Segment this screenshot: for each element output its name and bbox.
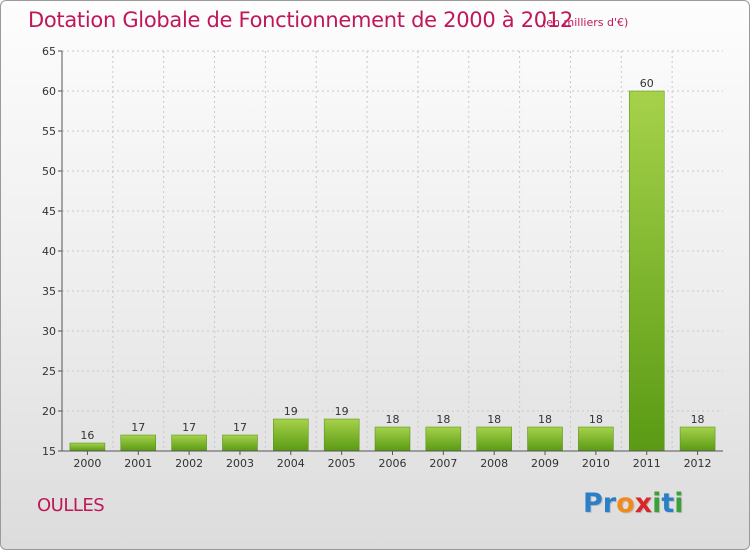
chart-title: Dotation Globale de Fonctionnement de 20… [28, 8, 573, 32]
logo-letter-1: r [602, 488, 617, 519]
x-tick-label-2011: 2011 [633, 457, 661, 470]
bar-2000 [69, 442, 106, 452]
data-label-2012: 18 [691, 413, 705, 426]
y-tick-label-45: 45 [42, 205, 56, 218]
bar-2006 [374, 426, 411, 452]
y-tick-label-50: 50 [42, 165, 56, 178]
data-label-2003: 17 [233, 421, 247, 434]
y-tick-label-60: 60 [42, 85, 56, 98]
bars [69, 90, 716, 452]
y-tick-label-40: 40 [42, 245, 56, 258]
logo-letter-4: i [652, 488, 662, 519]
x-tick-label-2010: 2010 [582, 457, 610, 470]
data-label-2010: 18 [589, 413, 603, 426]
bar-2008 [476, 426, 512, 452]
x-tick-label-2001: 2001 [124, 457, 152, 470]
bar-2010 [578, 426, 614, 452]
proxiti-logo: Proxiti [583, 488, 684, 519]
bar-2012 [679, 426, 716, 452]
axes [58, 50, 723, 455]
x-tick-label-2003: 2003 [226, 457, 254, 470]
logo-letter-0: P [583, 488, 603, 519]
x-tick-label-2000: 2000 [73, 457, 101, 470]
data-label-2008: 18 [487, 413, 501, 426]
logo-letter-6: i [674, 488, 684, 519]
y-tick-label-25: 25 [42, 365, 56, 378]
labels: 15 20 25 30 35 40 45 50 55 60 65 16 2000 17 2001 17 2002… [42, 45, 712, 470]
x-tick-label-2002: 2002 [175, 457, 203, 470]
data-label-2007: 18 [436, 413, 450, 426]
x-tick-label-2007: 2007 [429, 457, 457, 470]
x-tick-label-2012: 2012 [684, 457, 712, 470]
y-tick-label-20: 20 [42, 405, 56, 418]
x-tick-label-2005: 2005 [328, 457, 356, 470]
logo-letter-5: t [661, 488, 675, 519]
x-tick-label-2004: 2004 [277, 457, 305, 470]
data-label-2001: 17 [131, 421, 145, 434]
y-tick-label-65: 65 [42, 45, 56, 58]
grid-lines [62, 50, 723, 451]
data-label-2005: 19 [335, 405, 349, 418]
x-tick-label-2008: 2008 [480, 457, 508, 470]
bar-2002 [171, 434, 207, 452]
logo-letter-3: x [634, 488, 653, 519]
data-label-2002: 17 [182, 421, 196, 434]
data-label-2011: 60 [640, 77, 654, 90]
chart-subtitle: (en milliers d'€) [542, 16, 629, 29]
bar-2011 [628, 90, 665, 452]
bar-2007 [425, 426, 462, 452]
y-tick-label-55: 55 [42, 125, 56, 138]
data-label-2006: 18 [386, 413, 400, 426]
bar-2001 [120, 434, 157, 452]
x-tick-label-2009: 2009 [531, 457, 559, 470]
data-label-2009: 18 [538, 413, 552, 426]
bar-2005 [323, 418, 360, 452]
bar-2003 [222, 434, 258, 452]
y-tick-label-30: 30 [42, 325, 56, 338]
x-tick-label-2006: 2006 [379, 457, 407, 470]
y-tick-label-35: 35 [42, 285, 56, 298]
bar-2004 [273, 418, 309, 452]
logo-letter-2: o [616, 488, 635, 519]
data-label-2004: 19 [284, 405, 298, 418]
place-name: OULLES [37, 495, 105, 516]
y-tick-label-15: 15 [42, 445, 56, 458]
data-label-2000: 16 [80, 429, 94, 442]
bar-2009 [527, 426, 563, 452]
